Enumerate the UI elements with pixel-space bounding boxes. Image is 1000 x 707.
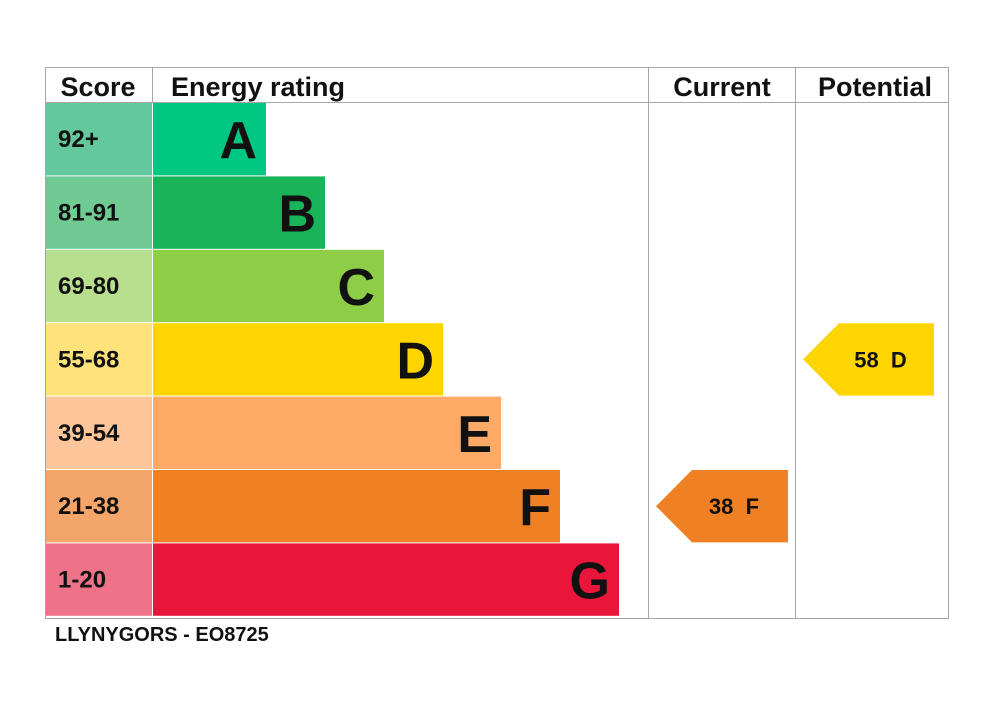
potential-rating-label: 58 D xyxy=(854,347,907,372)
rating-letter-b: B xyxy=(278,186,316,244)
score-range-e: 39-54 xyxy=(58,420,120,447)
table-grid xyxy=(45,67,949,619)
score-header: Score xyxy=(60,72,135,102)
rating-bar-b xyxy=(153,176,325,249)
rating-bar-e xyxy=(153,396,501,469)
rating-letter-g: G xyxy=(570,553,610,611)
table-border xyxy=(45,67,949,619)
score-range-c: 69-80 xyxy=(58,273,119,300)
rating-letter-c: C xyxy=(337,259,375,317)
score-range-d: 55-68 xyxy=(58,346,119,373)
header-row: Score Energy rating Current Potential xyxy=(60,72,932,102)
score-cell-f xyxy=(46,470,152,543)
rating-bar-d xyxy=(153,323,443,396)
rating-bar-c xyxy=(153,249,384,323)
rating-bands: 92+ A 81-91 B 69-80 C 55-68 D 39-54 E 21-38 F 1-20 G xyxy=(46,103,619,616)
score-cell-e xyxy=(46,396,152,469)
rating-arrows: 38 F 58 D xyxy=(656,323,934,543)
energy-rating-header: Energy rating xyxy=(171,72,345,102)
score-range-a: 92+ xyxy=(58,126,99,153)
property-reference: LLYNYGORS - EO8725 xyxy=(55,624,269,646)
score-range-b: 81-91 xyxy=(58,200,119,227)
rating-letter-f: F xyxy=(519,479,551,537)
rating-bar-g xyxy=(153,543,619,616)
score-cell-a xyxy=(46,103,152,176)
score-range-g: 1-20 xyxy=(58,567,106,594)
current-rating-arrow xyxy=(656,470,788,543)
rating-letter-d: D xyxy=(396,332,434,390)
rating-bar-f xyxy=(153,470,560,543)
rating-letter-e: E xyxy=(457,406,492,464)
score-cell-b xyxy=(46,176,152,249)
potential-header: Potential xyxy=(818,72,932,102)
score-cell-c xyxy=(46,249,152,323)
score-cell-g xyxy=(46,543,152,616)
current-rating-label: 38 F xyxy=(709,494,759,519)
current-header: Current xyxy=(673,72,771,102)
rating-bar-a xyxy=(153,103,266,176)
potential-rating-arrow xyxy=(803,323,934,396)
rating-letter-a: A xyxy=(219,112,257,170)
score-cell-d xyxy=(46,323,152,396)
score-range-f: 21-38 xyxy=(58,493,119,520)
